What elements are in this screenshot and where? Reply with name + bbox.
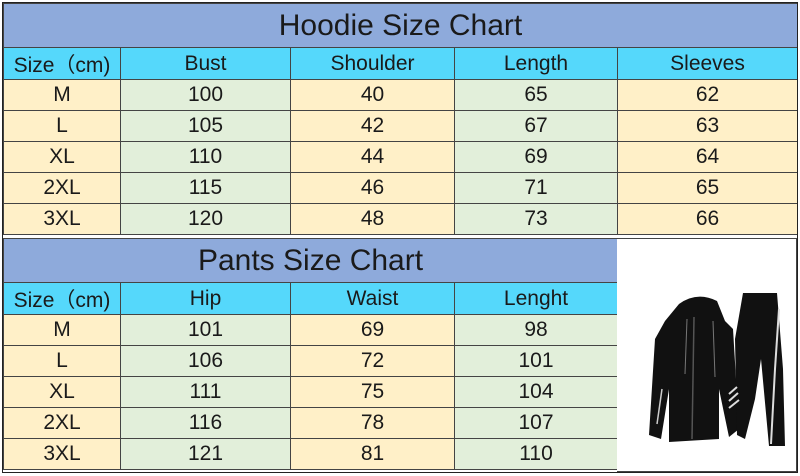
size-cell: M (3, 314, 121, 346)
column-header: Length (454, 47, 618, 80)
value-cell: 42 (290, 110, 455, 142)
value-cell: 40 (290, 79, 455, 111)
table-row: 3XL 121 81 110 (3, 438, 619, 470)
value-cell: 104 (453, 376, 619, 408)
column-header: Lenght (453, 282, 619, 315)
value-cell: 73 (454, 203, 618, 235)
column-header: Size（cm) (3, 47, 121, 80)
table-row: XL 111 75 104 (3, 376, 619, 408)
value-cell: 110 (453, 438, 619, 470)
size-cell: 2XL (3, 407, 121, 439)
table-row: M 100 40 65 62 (3, 79, 799, 111)
value-cell: 66 (616, 203, 799, 235)
column-header: Size（cm) (3, 282, 121, 315)
value-cell: 75 (290, 376, 455, 408)
value-cell: 78 (290, 407, 455, 439)
value-cell: 111 (120, 376, 291, 408)
value-cell: 64 (616, 141, 799, 173)
value-cell: 101 (120, 314, 291, 346)
size-cell: M (3, 79, 121, 111)
size-cell: L (3, 345, 121, 377)
value-cell: 71 (454, 172, 618, 204)
value-cell: 69 (290, 314, 455, 346)
value-cell: 98 (453, 314, 619, 346)
column-header: Waist (290, 282, 455, 315)
pants-title: Pants Size Chart (2, 238, 619, 283)
table-row: 2XL 116 78 107 (3, 407, 619, 439)
value-cell: 81 (290, 438, 455, 470)
value-cell: 67 (454, 110, 618, 142)
column-header: Hip (120, 282, 291, 315)
pants-size-chart: Pants Size Chart Size（cm) Hip Waist Lenght … (2, 238, 619, 470)
value-cell: 110 (120, 141, 291, 173)
value-cell: 105 (120, 110, 291, 142)
value-cell: 69 (454, 141, 618, 173)
tracksuit-icon (649, 293, 785, 446)
table-row: 2XL 115 46 71 65 (3, 172, 799, 204)
value-cell: 48 (290, 203, 455, 235)
size-cell: XL (3, 376, 121, 408)
table-row: M 101 69 98 (3, 314, 619, 346)
table-row: 3XL 120 48 73 66 (3, 203, 799, 235)
value-cell: 120 (120, 203, 291, 235)
value-cell: 44 (290, 141, 455, 173)
value-cell: 100 (120, 79, 291, 111)
column-header: Shoulder (290, 47, 455, 80)
size-cell: 3XL (3, 203, 121, 235)
value-cell: 63 (616, 110, 799, 142)
value-cell: 106 (120, 345, 291, 377)
column-header: Sleeves (616, 47, 799, 80)
value-cell: 121 (120, 438, 291, 470)
hoodie-size-chart: Hoodie Size Chart Size（cm) Bust Shoulder Le… (2, 3, 799, 235)
value-cell: 107 (453, 407, 619, 439)
table-row: XL 110 44 69 64 (3, 141, 799, 173)
value-cell: 101 (453, 345, 619, 377)
value-cell: 115 (120, 172, 291, 204)
size-cell: 3XL (3, 438, 121, 470)
size-cell: 2XL (3, 172, 121, 204)
value-cell: 46 (290, 172, 455, 204)
size-cell: XL (3, 141, 121, 173)
value-cell: 65 (616, 172, 799, 204)
column-header: Bust (120, 47, 291, 80)
value-cell: 72 (290, 345, 455, 377)
size-cell: L (3, 110, 121, 142)
product-image (617, 238, 797, 472)
table-row: L 105 42 67 63 (3, 110, 799, 142)
hoodie-title: Hoodie Size Chart (2, 3, 799, 48)
value-cell: 62 (616, 79, 799, 111)
table-row: L 106 72 101 (3, 345, 619, 377)
value-cell: 116 (120, 407, 291, 439)
value-cell: 65 (454, 79, 618, 111)
